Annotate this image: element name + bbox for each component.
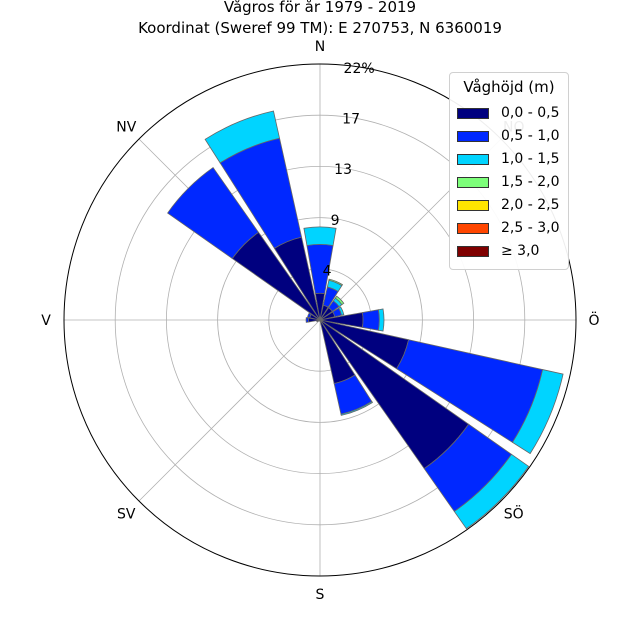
rose-bar bbox=[303, 226, 337, 246]
legend-swatch bbox=[457, 153, 489, 165]
legend-swatch bbox=[457, 107, 489, 119]
direction-label: N bbox=[315, 39, 325, 55]
direction-label: SÖ bbox=[504, 505, 524, 523]
legend-label: 1,0 - 1,5 bbox=[501, 151, 560, 167]
rose-bar bbox=[338, 306, 345, 316]
legend-entry: 2,5 - 3,0 bbox=[457, 220, 559, 236]
legend-label: 1,5 - 2,0 bbox=[501, 174, 560, 190]
direction-label: SV bbox=[117, 507, 136, 523]
outer-circle bbox=[63, 63, 577, 577]
chart-subtitle: Koordinat (Sweref 99 TM): E 270753, N 63… bbox=[138, 19, 502, 37]
radial-tick-label: 4 bbox=[323, 263, 332, 279]
direction-label: Ö bbox=[588, 311, 599, 329]
legend-label: ≥ 3,0 bbox=[501, 243, 540, 259]
rose-bar bbox=[361, 309, 380, 331]
legend-swatch bbox=[457, 245, 489, 257]
rose-bar bbox=[204, 110, 281, 164]
chart-title: Vågros för år 1979 - 2019 bbox=[223, 0, 417, 16]
legend-label: 0,0 - 0,5 bbox=[501, 105, 560, 121]
legend-label: 2,5 - 3,0 bbox=[501, 220, 560, 236]
direction-label: NV bbox=[116, 119, 136, 135]
radial-tick-label: 13 bbox=[334, 162, 352, 178]
rose-bar bbox=[305, 317, 310, 323]
legend-swatch bbox=[457, 176, 489, 188]
legend-swatch bbox=[457, 130, 489, 142]
legend-title: Våghöjd (m) bbox=[463, 78, 555, 96]
legend-entry: 1,5 - 2,0 bbox=[457, 174, 559, 190]
legend-entry: 0,0 - 0,5 bbox=[457, 105, 559, 121]
rose-bar bbox=[328, 278, 344, 287]
radial-tick-label: 22% bbox=[344, 61, 375, 77]
rose-bar bbox=[511, 369, 564, 455]
legend-entry: 0,5 - 1,0 bbox=[457, 128, 559, 144]
legend: Våghöjd (m) 0,0 - 0,5 0,5 - 1,0 1,0 - 1,… bbox=[449, 72, 569, 270]
rose-bar bbox=[334, 295, 345, 306]
rose-bar bbox=[377, 308, 385, 332]
rose-bar bbox=[340, 400, 373, 416]
radial-tick-label: 9 bbox=[331, 213, 340, 229]
legend-swatch bbox=[457, 222, 489, 234]
rose-bar bbox=[453, 453, 530, 530]
rose-bar bbox=[307, 312, 312, 319]
legend-entry: 2,0 - 2,5 bbox=[457, 197, 559, 213]
direction-label: V bbox=[41, 313, 51, 329]
radial-tick-label: 17 bbox=[342, 112, 360, 128]
grid-spoke bbox=[138, 319, 321, 502]
legend-swatch bbox=[457, 199, 489, 211]
legend-entry: 1,0 - 1,5 bbox=[457, 151, 559, 167]
rose-bar bbox=[167, 167, 260, 260]
direction-label: S bbox=[316, 587, 325, 603]
legend-label: 2,0 - 2,5 bbox=[501, 197, 560, 213]
legend-entry: ≥ 3,0 bbox=[457, 243, 539, 259]
legend-label: 0,5 - 1,0 bbox=[501, 128, 560, 144]
